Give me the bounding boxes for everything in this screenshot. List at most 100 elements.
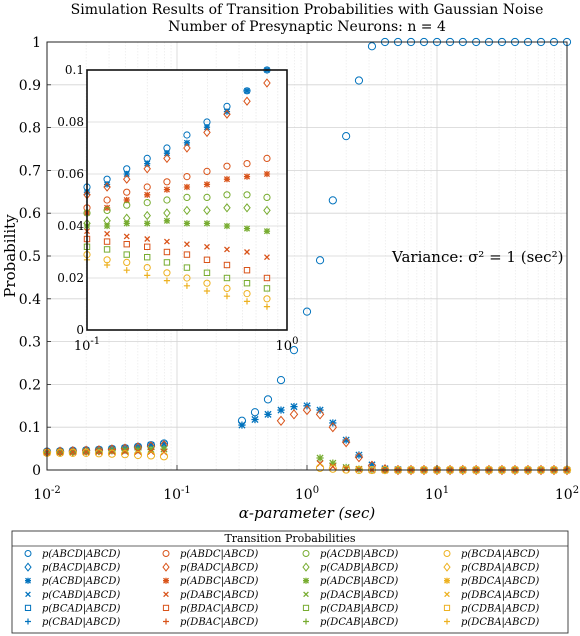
legend-entry: p(DBAC|ABCD): [163, 617, 258, 628]
inset-point: [183, 139, 191, 146]
legend-entry: p(DCAB|ABCD): [303, 617, 398, 628]
inset-point: [163, 238, 170, 245]
inset-point: [203, 279, 211, 287]
inset-point: [243, 225, 251, 232]
inset-point: [144, 272, 151, 279]
main-point: [315, 463, 325, 472]
main-point: [238, 421, 246, 429]
legend-entry: p(CDAB|ABCD): [302, 603, 398, 614]
inset-point: [163, 217, 171, 224]
legend-entry: p(BCDA|ABCD): [443, 549, 540, 560]
legend-marker: [303, 591, 309, 598]
legend-marker: [163, 577, 169, 584]
inset-point: [143, 199, 151, 207]
main-point: [354, 451, 364, 463]
y-tick-label: 0.2: [19, 377, 41, 393]
legend-marker: [302, 550, 310, 557]
legend-entry: p(BDAC|ABCD): [162, 603, 258, 614]
legend-label: p(BCDA|ABCD): [461, 549, 540, 560]
main-point: [108, 448, 116, 456]
legend-marker: [303, 618, 309, 625]
inset-x-tick-label: 10-1: [74, 336, 100, 354]
inset-point: [203, 220, 211, 227]
inset-point: [163, 150, 171, 157]
inset-point: [163, 208, 171, 218]
legend-entry: p(ABCD|ABCD): [24, 549, 121, 560]
main-point: [328, 196, 337, 205]
inset-point: [103, 261, 111, 269]
inset-point: [144, 191, 151, 198]
main-point: [342, 132, 351, 141]
main-point: [445, 464, 455, 476]
y-tick-label: 0.9: [19, 78, 41, 94]
legend-marker: [302, 604, 310, 611]
legend-label: p(ADCB|ABCD): [320, 576, 398, 587]
legend-label: p(DBCA|ABCD): [461, 590, 540, 601]
x-axis-label: α-parameter (sec): [239, 504, 376, 522]
legend-entry: p(BADC|ABCD): [162, 562, 258, 574]
inset-point: [243, 87, 251, 94]
inset-point: [263, 193, 271, 201]
main-point: [120, 450, 130, 459]
legend-label: p(DCAB|ABCD): [320, 617, 398, 628]
inset-point: [183, 173, 191, 181]
legend-entries: p(ABCD|ABCD) p(BACD|ABCD) p(ACBD|ABCD) p(CA…: [24, 549, 540, 628]
inset-point: [163, 196, 171, 204]
legend-marker: [444, 618, 450, 625]
inset-ticks: 0 0.02 0.04 0.06 0.08 0.1 10-1 100: [57, 63, 298, 354]
main-point: [419, 464, 429, 476]
legend-marker: [24, 562, 32, 572]
x-tick-label: 10-1: [163, 485, 191, 503]
legend-label: p(ABCD|ABCD): [42, 549, 121, 560]
inset-point: [183, 264, 191, 271]
legend-label: p(BDAC|ABCD): [180, 603, 258, 614]
main-point: [55, 448, 65, 457]
legend-entry: p(CDBA|ABCD): [443, 603, 539, 614]
main-point: [432, 464, 442, 476]
variance-annotation: Variance: σ² = 1 (sec²): [391, 248, 563, 266]
legend-label: p(ACDB|ABCD): [320, 549, 398, 560]
main-point: [160, 445, 168, 453]
inset-point: [123, 251, 130, 258]
inset-point: [144, 254, 151, 261]
inset-point: [123, 170, 130, 178]
legend-entry: p(ADBC|ABCD): [163, 576, 259, 587]
legend-label: p(CDAB|ABCD): [320, 603, 398, 614]
inset-point: [223, 176, 231, 183]
legend-label: p(CABD|ABCD): [42, 590, 120, 601]
legend-label: p(BDCA|ABCD): [461, 576, 539, 587]
inset-point: [223, 261, 231, 269]
inset-point: [243, 298, 251, 305]
main-point: [56, 448, 64, 456]
inset-y-tick-label: 0.04: [57, 219, 84, 233]
inset-point: [243, 191, 251, 199]
inset-point: [243, 290, 251, 298]
inset-point: [183, 131, 191, 139]
inset-point: [223, 284, 231, 292]
inset-point: [122, 174, 131, 184]
inset-point: [263, 170, 271, 178]
main-point: [276, 376, 286, 385]
main-point: [458, 464, 468, 476]
main-point: [510, 464, 520, 476]
inset-point: [103, 246, 111, 253]
legend-entry: p(DBCA|ABCD): [444, 590, 540, 601]
main-point: [315, 256, 325, 265]
inset-point: [163, 186, 171, 193]
inset-point: [223, 162, 231, 170]
inset-point: [203, 287, 211, 295]
main-point: [263, 395, 273, 404]
inset-point: [123, 201, 131, 209]
main-ticks: 0 0.1 0.2 0.3 0.4 0.5 0.6 0.7 0.8 0.9 1 10-2 10-1 100…: [19, 35, 579, 503]
legend-marker: [443, 550, 451, 557]
inset-point: [223, 274, 231, 282]
main-point: [484, 464, 494, 476]
legend-entry: p(DACB|ABCD): [303, 590, 398, 601]
inset-y-tick-label: 0.1: [65, 63, 84, 77]
main-point: [562, 464, 572, 476]
main-point: [302, 307, 312, 316]
main-point: [549, 464, 559, 476]
y-tick-label: 0: [32, 463, 41, 479]
legend-entry: p(CBAD|ABCD): [25, 617, 120, 628]
